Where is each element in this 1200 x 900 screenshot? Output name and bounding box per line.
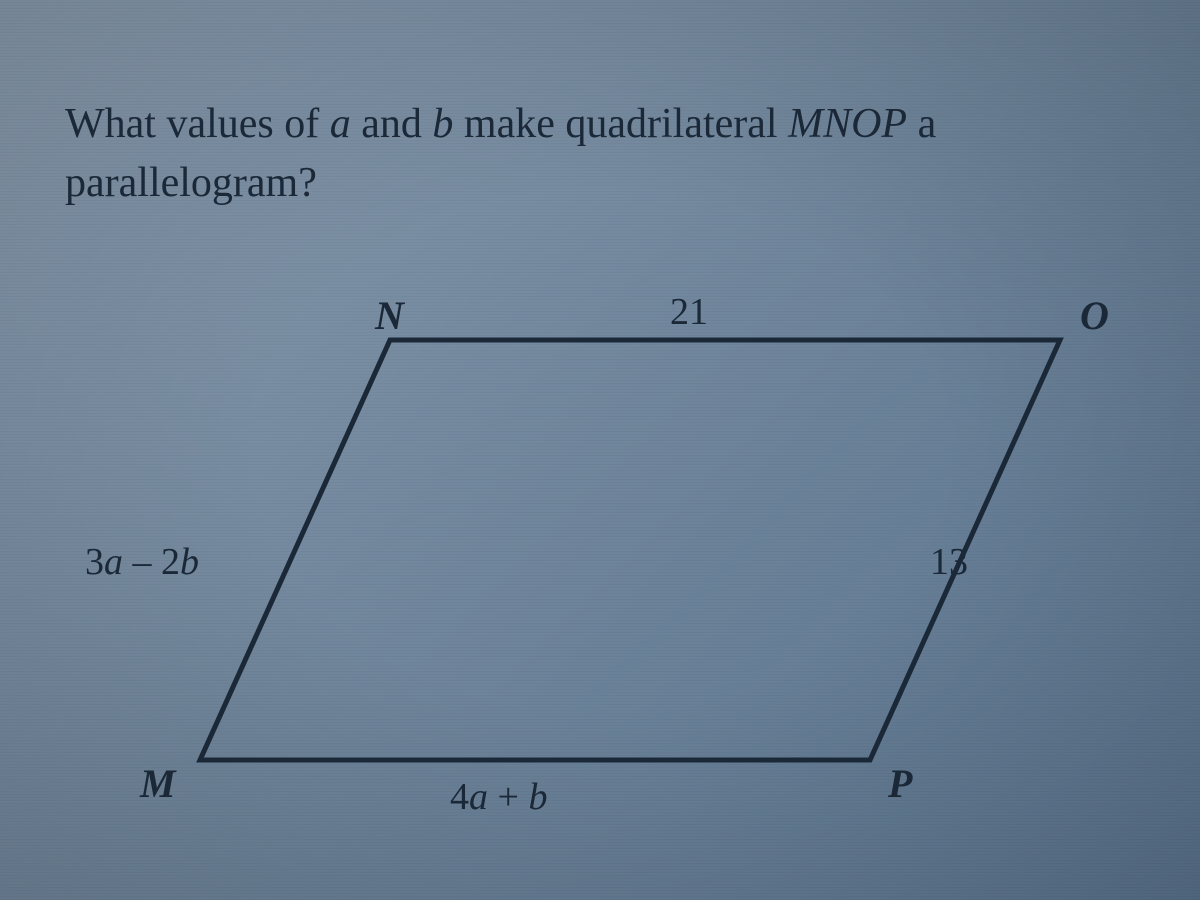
vertex-N: N xyxy=(375,292,404,339)
question-var-b: b xyxy=(432,101,453,147)
side-MN-label: 3a – 2b xyxy=(85,540,199,584)
parallelogram-svg xyxy=(60,280,1140,840)
question-mid1: and xyxy=(351,101,433,147)
side-OP-label: 13 xyxy=(930,540,968,584)
question-mid2: make quadrilateral xyxy=(453,101,788,147)
question-shape: MNOP xyxy=(788,101,907,147)
parallelogram-diagram: N O P M 21 13 4a + b 3a – 2b xyxy=(60,280,1140,840)
vertex-O: O xyxy=(1080,292,1109,339)
side-MP-label: 4a + b xyxy=(450,775,547,819)
vertex-M: M xyxy=(140,760,176,807)
question-prefix: What values of xyxy=(65,101,330,147)
question-text: What values of a and b make quadrilatera… xyxy=(65,95,1160,213)
side-NO-label: 21 xyxy=(670,290,708,334)
vertex-P: P xyxy=(888,760,912,807)
question-var-a: a xyxy=(330,101,351,147)
